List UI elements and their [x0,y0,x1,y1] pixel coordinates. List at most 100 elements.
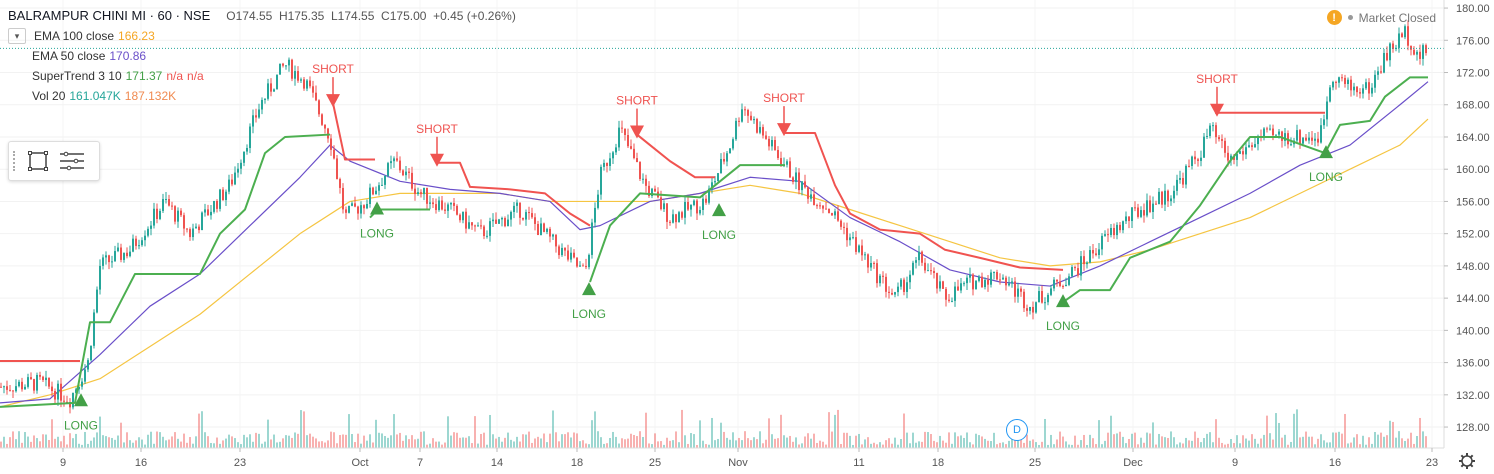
volume-bar [177,438,179,448]
candle-body [459,214,461,221]
candle-body [1236,153,1238,160]
candle-body [1152,203,1154,212]
candle-body [390,161,392,164]
volume-bar [381,433,383,448]
candle-body [282,63,284,66]
candle-body [1143,210,1145,216]
volume-bar [780,414,782,448]
volume-bar [1071,444,1073,448]
warning-icon[interactable]: ! [1326,10,1342,25]
volume-bar [270,439,272,448]
volume-bar [315,438,317,448]
drawing-toolbox[interactable] [8,141,100,181]
time-tick-label: 25 [1029,457,1041,469]
volume-bar [846,432,848,448]
volume-bar [660,441,662,448]
candle-body [417,192,419,195]
candle-body [339,179,341,188]
rectangle-tool-icon[interactable] [21,146,55,176]
candle-body [171,205,173,207]
candle-body [843,226,845,228]
candle-body [87,360,89,370]
candle-body [654,188,656,192]
volume-bar [993,432,995,448]
candle-body [204,209,206,213]
candle-body [723,158,725,162]
volume-bar [1029,440,1031,448]
ema100-label[interactable]: EMA 100 close [34,29,115,43]
volume-bar [1416,436,1418,448]
volume-bar [585,443,587,448]
supertrend-label[interactable]: SuperTrend 3 10 [32,69,122,83]
candle-body [126,252,128,257]
candle-body [366,204,368,209]
volume-bar [933,440,935,448]
time-tick-label: 14 [491,457,503,469]
candle-body [486,235,488,237]
candle-body [108,255,110,263]
candle-body [1071,267,1073,277]
volume-bar [216,437,218,448]
candle-body [1383,52,1385,73]
volume-bar [1257,443,1259,448]
candle-body [966,277,968,284]
volume-bar [981,436,983,448]
long-signal-label: LONG [1046,319,1080,333]
candle-body [891,292,893,295]
volume-bar [1323,440,1325,448]
drag-handle[interactable] [13,151,21,171]
volume-bar [606,443,608,448]
volume-bar [567,432,569,448]
volume-bar [576,433,578,448]
volume-bar [144,444,146,448]
candle-body [846,227,848,241]
candle-body [306,80,308,89]
candle-body [180,210,182,216]
volume-bar [801,443,803,448]
lines-tool-icon[interactable] [55,146,89,176]
candle-body [594,207,596,223]
candle-body [24,386,26,390]
volume-bar [795,437,797,448]
volume-label[interactable]: Vol 20 [32,89,66,103]
candle-body [258,109,260,118]
volume-bar [1413,443,1415,448]
volume-bar [78,443,80,448]
candle-body [909,274,911,283]
volume-bar [1092,438,1094,448]
chevron-down-icon[interactable]: ▾ [8,28,26,44]
candle-body [753,119,755,121]
gear-icon[interactable] [1459,453,1475,469]
volume-bar [762,443,764,448]
volume-bar [399,432,401,448]
volume-bar [1167,437,1169,448]
volume-bar [657,441,659,448]
candle-body [630,146,632,149]
candle-body [1335,81,1337,83]
volume-bar [1005,444,1007,448]
candle-body [624,128,626,136]
candle-body [999,279,1001,281]
ema50-label[interactable]: EMA 50 close [32,49,106,63]
volume-bar [924,431,926,448]
candle-body [318,100,320,115]
volume-bar [942,440,944,448]
volume-bar [825,444,827,448]
volume-bar [465,437,467,448]
volume-bar [1116,433,1118,448]
candle-body [120,247,122,260]
volume-bar [195,436,197,448]
candle-body [60,383,62,401]
volume-bar [597,431,599,448]
time-axis[interactable]: 9 16 23 Oct 7 14 18 25 Nov 11 18 25 Dec 9 16 23 [0,447,1475,469]
volume-bar [954,432,956,448]
candle-body [804,181,806,188]
dividend-badge[interactable]: D [1006,419,1028,441]
candle-body [1320,125,1322,143]
candle-body [411,172,413,189]
candle-body [822,205,824,209]
price-axis[interactable]: 128.00 132.00 136.00 140.00 144.00 148.00 152.… [1443,0,1494,474]
candle-body [210,211,212,216]
candle-body [228,179,230,192]
